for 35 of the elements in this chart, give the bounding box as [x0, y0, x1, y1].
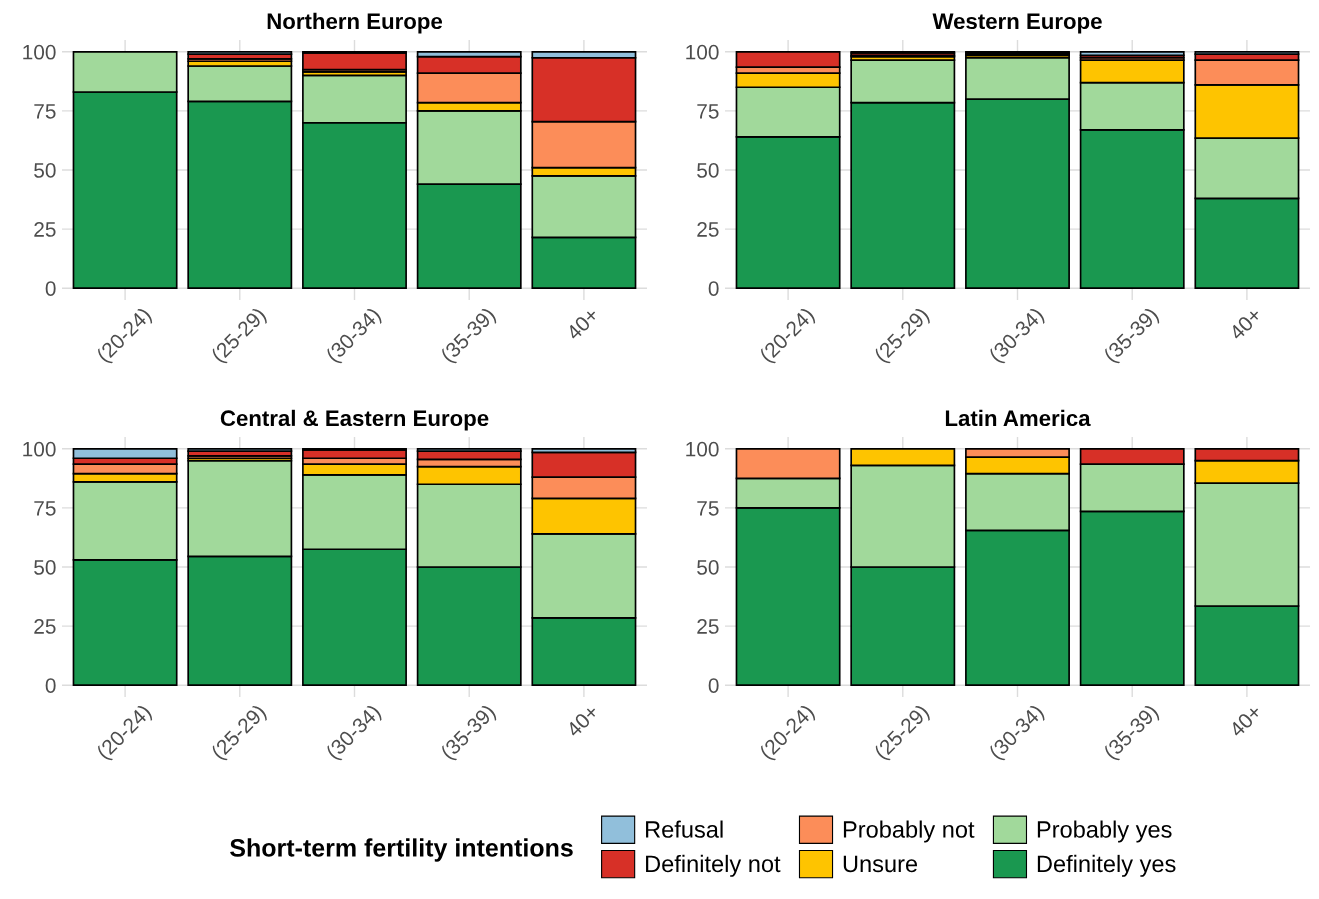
y-tick-label: 25 — [34, 222, 56, 237]
y-tick-label: 50 — [697, 163, 719, 178]
legend-label: Refusal — [646, 820, 723, 838]
y-tick-label: 100 — [23, 441, 56, 457]
legend-label: Unsure — [843, 855, 918, 873]
y-tick-label: 0 — [45, 281, 56, 296]
x-tick-label: 40+ — [565, 306, 600, 342]
chart-title: Central & Eastern Europe — [220, 409, 489, 431]
chart-title: Latin America — [945, 409, 1091, 427]
y-tick-label: 100 — [686, 441, 719, 457]
y-tick-label: 25 — [697, 222, 719, 237]
x-tick-label: 40+ — [565, 703, 600, 739]
x-tick-label: 40+ — [1228, 703, 1263, 739]
y-tick-label: 75 — [34, 104, 56, 119]
legend-label: Probably not — [843, 820, 975, 843]
chart-title: Northern Europe — [267, 12, 443, 34]
x-tick-label: 40+ — [1228, 306, 1263, 342]
y-tick-label: 0 — [708, 281, 719, 296]
legend-label: Definitely yes — [1037, 854, 1176, 877]
chart-title: Western Europe — [932, 13, 1102, 34]
y-tick-label: 25 — [697, 619, 719, 634]
y-tick-label: 0 — [45, 678, 56, 693]
legend-label: Definitely not — [646, 854, 781, 877]
y-tick-label: 25 — [34, 619, 56, 634]
y-tick-label: 0 — [708, 678, 719, 693]
y-tick-label: 50 — [34, 163, 56, 178]
y-tick-label: 100 — [686, 44, 719, 60]
y-tick-label: 75 — [697, 104, 719, 119]
legend-label: Probably yes — [1037, 820, 1172, 843]
y-tick-label: 100 — [23, 44, 56, 60]
legend-title: Short-term fertility intentions — [230, 838, 573, 862]
y-tick-label: 75 — [34, 501, 56, 516]
y-tick-label: 75 — [697, 501, 719, 516]
y-tick-label: 50 — [34, 560, 56, 575]
y-tick-label: 50 — [697, 560, 719, 575]
